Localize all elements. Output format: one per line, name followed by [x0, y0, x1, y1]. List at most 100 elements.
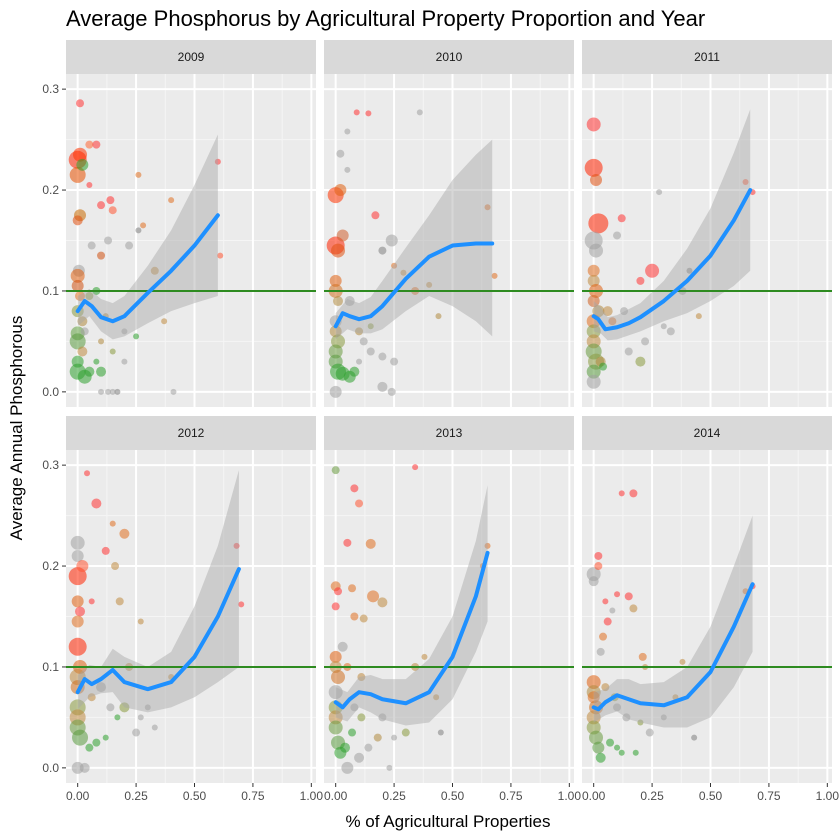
data-point	[617, 214, 626, 223]
data-point	[97, 251, 106, 260]
data-point	[350, 612, 359, 621]
data-point	[592, 741, 605, 754]
panel-2014: 2014 0.00 0.25 0.50 0.75 1.00	[582, 416, 839, 803]
data-point	[355, 499, 364, 508]
smooth-line	[333, 241, 495, 329]
data-point	[613, 231, 622, 240]
data-point	[356, 358, 363, 365]
y-tick-label: 0.0	[42, 385, 59, 399]
data-point	[76, 99, 85, 108]
facet-strip-label: 2009	[178, 50, 205, 64]
data-point	[108, 206, 117, 215]
data-point	[656, 189, 663, 196]
y-tick-label: 0.1	[42, 660, 59, 674]
data-point	[629, 489, 638, 498]
data-point	[353, 109, 360, 116]
data-point	[92, 140, 101, 149]
data-point	[96, 682, 107, 693]
data-point	[98, 338, 105, 345]
data-point	[377, 597, 388, 608]
data-point	[87, 693, 96, 702]
x-tick-label: 1.00	[816, 789, 840, 803]
data-point	[92, 738, 101, 747]
data-point	[96, 366, 107, 377]
data-point	[387, 387, 396, 396]
data-point	[135, 171, 142, 178]
data-point	[121, 358, 128, 365]
data-point	[329, 650, 342, 663]
data-point	[87, 241, 96, 250]
data-point	[588, 576, 599, 587]
data-point	[76, 560, 89, 573]
data-point	[328, 344, 343, 359]
data-point	[93, 358, 100, 365]
data-point	[140, 222, 147, 229]
y-tick-label: 0.1	[42, 284, 59, 298]
data-point	[101, 546, 110, 555]
data-point	[328, 710, 343, 725]
data-point	[70, 268, 85, 283]
data-point	[624, 347, 633, 356]
data-point	[365, 110, 372, 117]
data-point	[367, 323, 374, 330]
data-point	[341, 761, 354, 774]
data-point	[170, 388, 177, 395]
facet-strip-label: 2012	[178, 426, 205, 440]
data-point	[589, 243, 604, 258]
data-point	[367, 590, 380, 603]
data-point	[132, 728, 141, 737]
data-point	[85, 292, 94, 300]
data-point	[73, 147, 88, 162]
y-tick-label: 0.0	[42, 761, 59, 775]
data-point	[594, 551, 603, 560]
confidence-band	[77, 134, 218, 340]
x-tick-label: 0.50	[699, 789, 723, 803]
data-point	[84, 470, 91, 477]
data-point	[105, 388, 112, 395]
data-point	[85, 140, 94, 149]
data-point	[71, 761, 84, 774]
data-point	[150, 266, 159, 275]
data-point	[608, 317, 617, 326]
data-point	[378, 246, 387, 255]
data-point	[133, 333, 140, 340]
data-point	[76, 158, 89, 171]
data-point	[614, 591, 621, 598]
data-point	[366, 347, 375, 356]
data-point	[91, 498, 102, 509]
confidence-band	[335, 139, 493, 340]
data-point	[373, 733, 382, 742]
data-point	[587, 264, 600, 277]
data-point	[168, 197, 175, 204]
data-point	[84, 366, 95, 377]
data-point	[586, 710, 601, 725]
data-point	[331, 466, 340, 475]
data-point	[85, 743, 94, 752]
data-point	[348, 728, 357, 737]
data-point	[125, 241, 134, 250]
data-point	[344, 128, 351, 135]
data-point	[400, 269, 407, 276]
data-point	[137, 714, 144, 721]
data-point	[331, 602, 340, 611]
x-tick-label: 0.25	[382, 789, 406, 803]
data-point	[378, 352, 387, 361]
data-point	[217, 252, 224, 259]
data-point	[104, 236, 113, 245]
data-point	[88, 598, 95, 605]
data-point	[71, 279, 84, 292]
smooth-line	[333, 550, 490, 710]
data-point	[71, 595, 84, 608]
data-point	[618, 749, 625, 756]
panel-2011: 2011	[582, 40, 832, 407]
data-point	[586, 675, 601, 690]
data-point	[329, 385, 342, 398]
data-point	[344, 166, 351, 173]
data-point	[333, 296, 344, 307]
data-point	[161, 318, 168, 325]
data-point	[635, 356, 646, 367]
data-point	[75, 606, 86, 617]
x-tick-label: 0.50	[183, 789, 207, 803]
data-point	[72, 215, 83, 226]
chart-title: Average Phosphorus by Agricultural Prope…	[66, 6, 705, 31]
